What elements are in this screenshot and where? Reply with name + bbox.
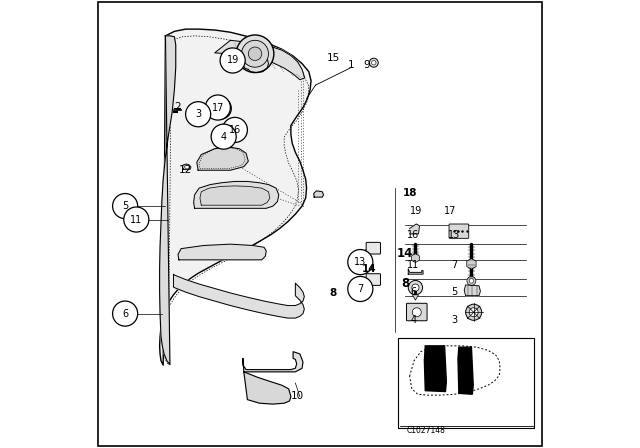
Text: 17: 17 (212, 103, 224, 112)
Circle shape (124, 207, 149, 232)
Circle shape (220, 48, 245, 73)
Circle shape (412, 284, 419, 291)
Circle shape (185, 164, 189, 169)
Polygon shape (197, 147, 248, 170)
Text: 8: 8 (330, 289, 337, 298)
Circle shape (348, 276, 373, 302)
Circle shape (229, 121, 247, 139)
Ellipse shape (190, 105, 215, 115)
Circle shape (469, 279, 474, 283)
Text: 11: 11 (130, 215, 143, 224)
Polygon shape (182, 164, 191, 169)
Text: 6: 6 (122, 309, 128, 319)
FancyBboxPatch shape (406, 303, 427, 321)
Circle shape (242, 40, 269, 67)
FancyBboxPatch shape (366, 242, 380, 254)
Text: 4: 4 (221, 132, 227, 142)
Text: 19: 19 (410, 206, 422, 215)
Polygon shape (215, 40, 305, 80)
Text: 9: 9 (364, 60, 371, 70)
Circle shape (113, 194, 138, 219)
Circle shape (348, 250, 373, 275)
Polygon shape (242, 53, 269, 73)
Text: 8: 8 (401, 276, 409, 290)
Circle shape (236, 35, 274, 73)
Circle shape (469, 308, 478, 317)
Text: 16: 16 (228, 125, 241, 135)
Text: 7: 7 (357, 284, 364, 294)
Polygon shape (159, 36, 176, 365)
Polygon shape (408, 269, 423, 274)
Text: 18: 18 (403, 188, 417, 198)
Text: 3: 3 (195, 109, 201, 119)
Polygon shape (464, 285, 481, 296)
Polygon shape (458, 347, 473, 394)
Text: 10: 10 (291, 392, 304, 401)
Text: 5: 5 (451, 287, 458, 297)
Text: 16: 16 (407, 230, 419, 240)
Polygon shape (173, 274, 305, 318)
Polygon shape (410, 224, 419, 234)
Text: 6: 6 (410, 287, 416, 297)
Text: 12: 12 (179, 165, 192, 175)
Bar (398, 338, 534, 428)
Polygon shape (424, 346, 446, 392)
Text: C1027148: C1027148 (406, 426, 445, 435)
Circle shape (371, 60, 376, 65)
Text: 2: 2 (174, 102, 181, 112)
Text: 13: 13 (448, 230, 461, 240)
Text: 14: 14 (397, 246, 413, 260)
Polygon shape (178, 244, 266, 260)
Text: 5: 5 (122, 201, 128, 211)
FancyBboxPatch shape (366, 274, 380, 285)
Text: 19: 19 (227, 56, 239, 65)
Circle shape (467, 276, 476, 285)
Polygon shape (194, 181, 279, 208)
Text: 3: 3 (451, 315, 458, 325)
Text: 17: 17 (444, 206, 456, 215)
Circle shape (222, 117, 248, 142)
Text: 14: 14 (362, 264, 376, 274)
Circle shape (210, 98, 231, 119)
Circle shape (466, 304, 482, 320)
Text: 1: 1 (348, 60, 355, 70)
Text: 11: 11 (407, 260, 419, 270)
Polygon shape (244, 372, 291, 404)
FancyBboxPatch shape (218, 131, 235, 141)
Circle shape (205, 95, 230, 120)
Text: 4: 4 (410, 315, 416, 325)
Text: 7: 7 (451, 260, 458, 270)
Polygon shape (243, 352, 303, 372)
Circle shape (248, 47, 262, 60)
Text: 13: 13 (354, 257, 367, 267)
Circle shape (211, 124, 236, 149)
Circle shape (186, 102, 211, 127)
Circle shape (113, 301, 138, 326)
Circle shape (369, 58, 378, 67)
Polygon shape (159, 29, 311, 365)
Polygon shape (200, 186, 270, 205)
Polygon shape (314, 191, 324, 197)
Circle shape (408, 280, 422, 295)
Text: 15: 15 (327, 53, 340, 63)
Circle shape (412, 308, 421, 317)
FancyBboxPatch shape (449, 224, 468, 238)
